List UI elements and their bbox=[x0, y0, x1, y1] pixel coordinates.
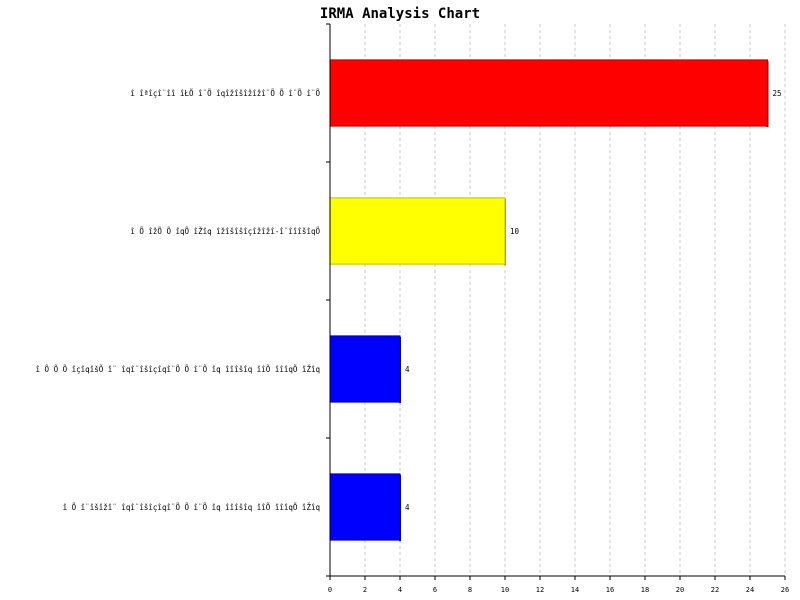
x-tick-label: 0 bbox=[328, 586, 332, 594]
labels: 25 î îªîçî¨îî îŁÕ î¨Õ îqîžîšîžîžî¨Õ Õ î¨Õ… bbox=[36, 89, 790, 594]
x-tick-label: 18 bbox=[641, 586, 649, 594]
chart-title: IRMA Analysis Chart bbox=[320, 6, 480, 22]
bar bbox=[329, 335, 401, 403]
x-tick-label: 4 bbox=[398, 586, 402, 594]
data-label: 4 bbox=[405, 503, 410, 512]
category-label: î Õ î¨îšîžî¨ îqî¨îšîçîqî¨Õ Õ î¨Õ îq îîîš… bbox=[63, 503, 320, 512]
category-label: î îªîçî¨îî îŁÕ î¨Õ îqîžîšîžîžî¨Õ Õ î¨Õ î… bbox=[130, 89, 320, 98]
x-tick-label: 6 bbox=[433, 586, 437, 594]
category-label: î Õ îžÕ Õ îqÕ îŽîq îžîšîšîçîžîžî-î¨îîîšî… bbox=[130, 227, 320, 236]
x-tick-label: 8 bbox=[468, 586, 472, 594]
x-tick-label: 14 bbox=[571, 586, 579, 594]
x-tick-label: 16 bbox=[606, 586, 614, 594]
bar bbox=[329, 473, 401, 541]
bar bbox=[329, 59, 768, 127]
x-tick-label: 2 bbox=[363, 586, 367, 594]
x-tick-label: 24 bbox=[746, 586, 754, 594]
bar bbox=[329, 197, 506, 265]
axes bbox=[326, 23, 786, 580]
x-tick-label: 10 bbox=[501, 586, 509, 594]
data-label: 4 bbox=[405, 365, 410, 374]
x-tick-label: 22 bbox=[711, 586, 719, 594]
x-tick-label: 12 bbox=[536, 586, 544, 594]
x-tick-label: 26 bbox=[781, 586, 789, 594]
category-label: î Õ Õ Õ îçîqîšÕ î¨ îqî¨îšîçîqî¨Õ Õ î¨Õ î… bbox=[36, 365, 320, 374]
data-label: 10 bbox=[510, 227, 520, 236]
x-tick-label: 20 bbox=[676, 586, 684, 594]
data-label: 25 bbox=[773, 89, 782, 98]
bars bbox=[329, 59, 769, 542]
